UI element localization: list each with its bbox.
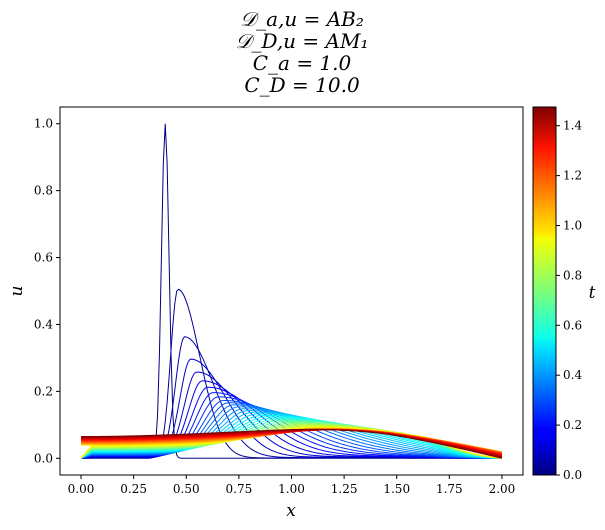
colorbar-tick-label: 1.0 bbox=[563, 219, 582, 233]
solution-curve bbox=[81, 428, 503, 459]
x-tick-label: 1.00 bbox=[278, 482, 305, 496]
y-tick-label: 0.2 bbox=[34, 384, 53, 398]
x-tick-label: 1.75 bbox=[436, 482, 463, 496]
x-tick-label: 0.50 bbox=[173, 482, 200, 496]
colorbar bbox=[532, 106, 557, 476]
y-axis-label: u bbox=[7, 286, 27, 297]
x-tick-label: 0.25 bbox=[120, 482, 147, 496]
x-tick-label: 0.75 bbox=[226, 482, 253, 496]
y-tick-label: 1.0 bbox=[34, 117, 53, 131]
plot-area bbox=[60, 107, 523, 475]
colorbar-tick-label: 0.6 bbox=[563, 318, 582, 332]
colorbar-axis: 0.0 0.2 0.4 0.6 0.8 1.0 1.2 1.4 bbox=[556, 119, 582, 482]
x-axis: 0.00 0.25 0.50 0.75 1.00 1.25 1.50 1.75 2.00 bbox=[68, 475, 516, 496]
title-line-4: C_D = 10.0 bbox=[244, 73, 360, 97]
colorbar-tick-label: 1.2 bbox=[563, 169, 582, 183]
x-tick-label: 1.50 bbox=[383, 482, 410, 496]
colorbar-tick-label: 0.8 bbox=[563, 268, 582, 282]
colorbar-tick-label: 0.4 bbox=[563, 368, 582, 382]
x-tick-label: 2.00 bbox=[489, 482, 516, 496]
colorbar-tick-label: 0.2 bbox=[563, 418, 582, 432]
title-line-1: 𝒟_a,u = AB₂ bbox=[240, 7, 364, 31]
x-axis-label: x bbox=[286, 501, 296, 521]
x-tick-label: 0.00 bbox=[68, 482, 95, 496]
colorbar-tick-label: 1.4 bbox=[563, 119, 582, 133]
y-tick-label: 0.8 bbox=[34, 184, 53, 198]
y-tick-label: 0.0 bbox=[34, 451, 53, 465]
solution-curves bbox=[80, 123, 503, 459]
title-line-3: C_a = 1.0 bbox=[253, 51, 352, 75]
x-tick-label: 1.25 bbox=[331, 482, 358, 496]
y-tick-label: 0.6 bbox=[34, 251, 53, 265]
title-line-2: 𝒟_D,u = AM₁ bbox=[236, 29, 369, 53]
colorbar-label: t bbox=[589, 283, 596, 303]
colorbar-tick-label: 0.0 bbox=[563, 468, 582, 482]
y-axis: 0.0 0.2 0.4 0.6 0.8 1.0 bbox=[34, 117, 60, 465]
y-tick-label: 0.4 bbox=[34, 317, 53, 331]
